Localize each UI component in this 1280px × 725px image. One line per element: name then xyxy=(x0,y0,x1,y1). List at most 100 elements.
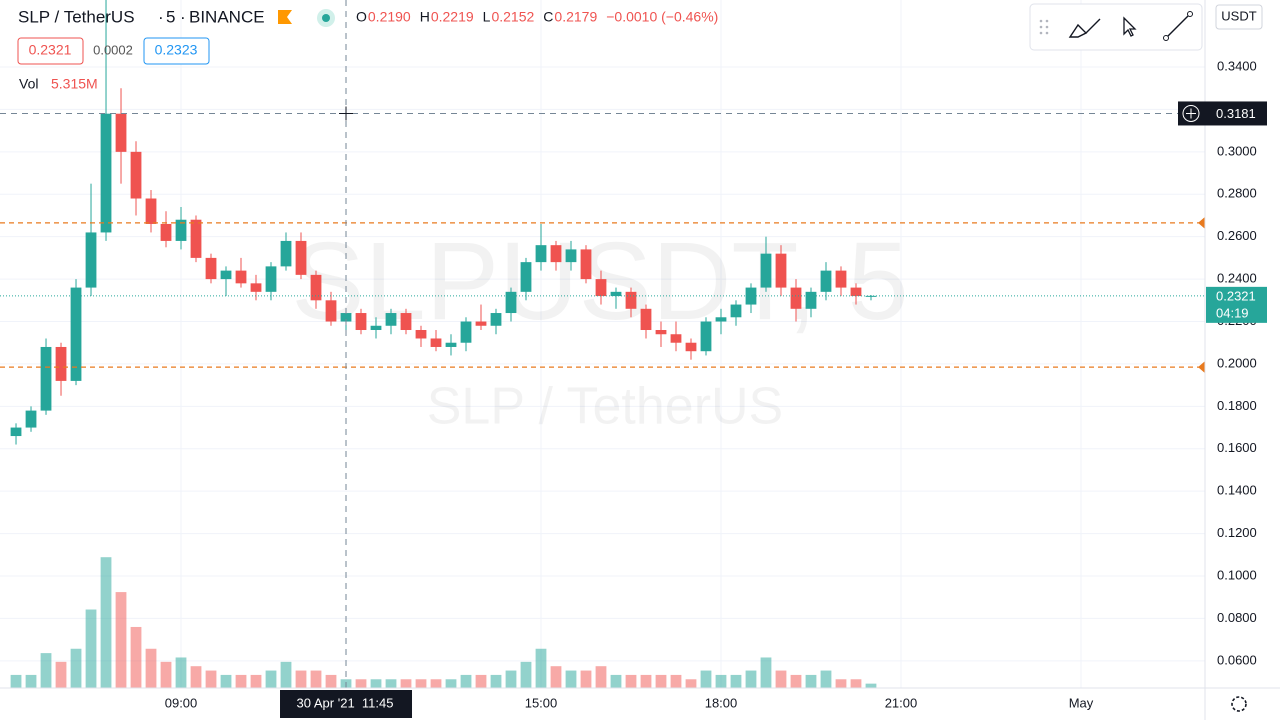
y-tick-label: 0.0800 xyxy=(1217,610,1257,625)
volume-bar xyxy=(460,674,472,688)
volume-bar xyxy=(355,679,367,688)
volume-bar xyxy=(850,679,862,688)
volume-bar xyxy=(700,670,712,688)
volume-bar xyxy=(295,670,307,688)
volume-bar xyxy=(370,679,382,688)
y-tick-label: 0.1000 xyxy=(1217,567,1257,582)
candle-body xyxy=(295,240,307,275)
volume-bar xyxy=(160,661,172,688)
cursor-tool[interactable] xyxy=(1123,16,1137,37)
ohlc-legend: O 0.2190 H 0.2219 L 0.2152 C 0.2179 −0.0010 (−0.… xyxy=(356,9,718,25)
candle-body xyxy=(160,223,172,241)
volume-bar xyxy=(490,674,502,688)
candle-body xyxy=(610,291,622,297)
ohlc-key: L xyxy=(483,9,491,25)
candle-body xyxy=(40,346,52,411)
volume-bar xyxy=(775,670,787,688)
currency-box[interactable] xyxy=(1215,4,1263,30)
candle-body xyxy=(460,321,472,343)
candle-body xyxy=(700,321,712,352)
candle-body xyxy=(370,325,382,331)
volume-bar xyxy=(685,679,697,688)
x-tick-label: May xyxy=(1069,695,1094,710)
candle-body xyxy=(565,249,577,263)
candle-body xyxy=(805,291,817,309)
volume-bar xyxy=(70,648,82,688)
volume-bar xyxy=(595,666,607,688)
candle-body xyxy=(325,300,337,322)
candle-body xyxy=(340,313,352,322)
axes: 0.0600 0.0800 0.1000 0.1200 0.1400 0.1600 0.18… xyxy=(165,58,1267,718)
volume-bar xyxy=(220,674,232,688)
crosshair-time-label: 30 Apr '21 11:45 xyxy=(297,695,394,710)
trendline-tool[interactable] xyxy=(1165,13,1191,39)
candle-body xyxy=(445,342,457,347)
brush-tool[interactable] xyxy=(1068,18,1101,38)
volume-bar xyxy=(25,674,37,688)
candle-body xyxy=(115,113,127,152)
candle-body xyxy=(190,219,202,258)
volume-bar xyxy=(475,674,487,688)
candle-body xyxy=(580,249,592,280)
candle-body xyxy=(250,283,262,292)
volume-bar xyxy=(790,674,802,688)
candle-body xyxy=(130,151,142,199)
candle-body xyxy=(835,270,847,288)
volume-bar xyxy=(745,670,757,688)
volume-bar xyxy=(55,661,67,688)
candle-body xyxy=(775,253,787,288)
candle-body xyxy=(280,240,292,267)
candle-body xyxy=(70,287,82,381)
volume-bar xyxy=(640,674,652,688)
y-tick-label: 0.2600 xyxy=(1217,228,1257,243)
candle-body xyxy=(520,262,532,292)
volume-bar xyxy=(625,674,637,688)
x-tick-label: 09:00 xyxy=(165,695,198,710)
drag-handle[interactable] xyxy=(1039,19,1049,35)
volume-bar xyxy=(100,557,112,688)
separator: · xyxy=(180,7,186,26)
volume-bar xyxy=(190,666,202,688)
bid: 0.2321 xyxy=(29,42,72,58)
candle-body xyxy=(535,245,547,263)
trendline-tool[interactable] xyxy=(1163,35,1169,41)
volume-bar xyxy=(820,670,832,688)
last-price-box xyxy=(1206,286,1267,323)
candle-body xyxy=(55,346,67,381)
add-alert-icon[interactable] xyxy=(1182,104,1200,122)
y-tick-label: 0.2800 xyxy=(1217,186,1257,201)
candle-body xyxy=(310,274,322,301)
ohlc-change: −0.0010 (−0.46%) xyxy=(606,9,718,25)
volume-bar xyxy=(835,679,847,688)
ohlc-value: 0.2152 xyxy=(491,9,534,25)
settings-icon[interactable] xyxy=(1231,696,1247,712)
crosshair-cursor xyxy=(339,106,354,121)
volume-bar xyxy=(670,674,682,688)
candle-body xyxy=(490,313,502,326)
volume-bar xyxy=(40,653,52,688)
candle-body xyxy=(400,313,412,331)
candle-body xyxy=(625,291,637,309)
spread: 0.0002 xyxy=(93,42,133,57)
volume-bar xyxy=(610,674,622,688)
candle-body xyxy=(685,342,697,352)
x-tick-label: 15:00 xyxy=(525,695,558,710)
candle-body xyxy=(790,287,802,309)
candle-body xyxy=(430,338,442,347)
ask-box[interactable] xyxy=(143,37,210,65)
ohlc-key: H xyxy=(420,9,430,25)
trendline-tool[interactable] xyxy=(1187,11,1193,17)
volume-bar xyxy=(715,674,727,688)
candle-body xyxy=(655,330,667,335)
volume-bar xyxy=(205,670,217,688)
candle-body xyxy=(220,270,232,280)
volume-bar xyxy=(760,657,772,688)
volume-bar xyxy=(265,670,277,688)
flag-icon[interactable] xyxy=(278,10,292,24)
candle-body xyxy=(550,245,562,263)
candle-body xyxy=(715,317,727,322)
bid-box[interactable] xyxy=(17,37,84,65)
level-handle xyxy=(1198,216,1205,229)
